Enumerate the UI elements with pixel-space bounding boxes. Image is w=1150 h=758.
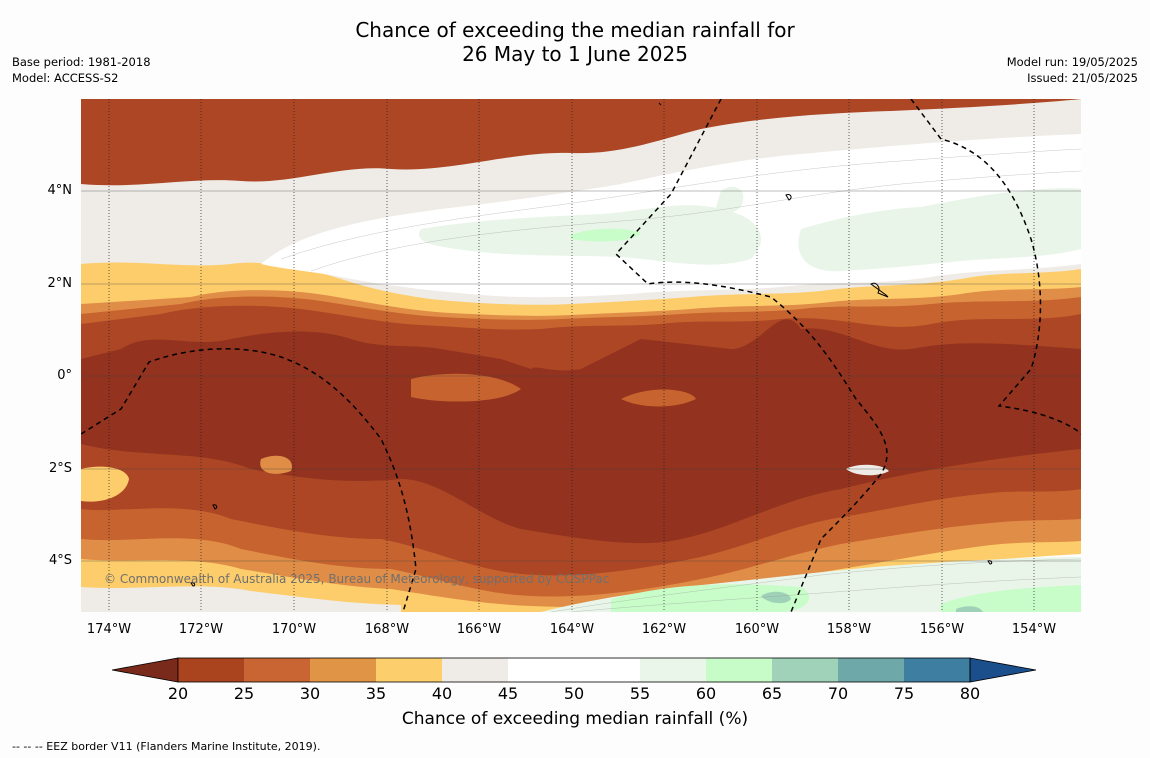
region-55-60-east bbox=[798, 188, 1081, 272]
title-line-1: Chance of exceeding the median rainfall … bbox=[355, 18, 795, 42]
lon-tick: 158°W bbox=[826, 622, 872, 637]
colorbar-segment bbox=[838, 658, 904, 682]
colorbar-tick: 75 bbox=[893, 684, 915, 703]
colorbar-segment bbox=[640, 658, 706, 682]
colorbar-tick: 20 bbox=[167, 684, 189, 703]
lat-tick: 2°S bbox=[48, 461, 72, 476]
region-65-70-se bbox=[956, 606, 983, 612]
lat-tick: 4°N bbox=[47, 183, 73, 198]
lon-tick: 166°W bbox=[456, 622, 502, 637]
colorbar-tick: 60 bbox=[695, 684, 717, 703]
colorbar bbox=[112, 657, 1037, 683]
base-period: Base period: 1981-2018 bbox=[12, 55, 151, 69]
contour-lines bbox=[280, 148, 1081, 612]
patch-30-35-b bbox=[621, 389, 696, 407]
colorbar-frame bbox=[177, 657, 971, 683]
colorbar-extend-high bbox=[969, 657, 1037, 683]
lon-tick: 160°W bbox=[734, 622, 780, 637]
region-65-70 bbox=[761, 591, 791, 604]
colorbar-tick: 35 bbox=[365, 684, 387, 703]
region-60-65-se bbox=[941, 585, 1081, 612]
colorbar-extend-low bbox=[112, 657, 179, 683]
lat-tick: 0° bbox=[57, 368, 72, 383]
patch-30-35-a bbox=[411, 373, 521, 402]
colorbar-tick: 70 bbox=[827, 684, 849, 703]
lon-tick: 162°W bbox=[641, 622, 687, 637]
colorbar-tick: 25 bbox=[233, 684, 255, 703]
rainfall-probability-map bbox=[81, 99, 1081, 612]
colorbar-tick: 30 bbox=[299, 684, 321, 703]
islands bbox=[190, 102, 993, 587]
lon-tick: 172°W bbox=[178, 622, 224, 637]
colorbar-segment bbox=[574, 658, 640, 682]
colorbar-segment bbox=[310, 658, 376, 682]
model-name: Model: ACCESS-S2 bbox=[12, 71, 119, 85]
patch-40-45-a bbox=[81, 466, 129, 502]
lon-tick: 154°W bbox=[1011, 622, 1057, 637]
model-run-date: Model run: 19/05/2025 bbox=[1006, 55, 1138, 69]
colorbar-segment bbox=[706, 658, 772, 682]
colorbar-segment bbox=[244, 658, 310, 682]
colorbar-segment bbox=[508, 658, 574, 682]
colorbar-label: Chance of exceeding median rainfall (%) bbox=[401, 709, 749, 729]
title-line-2: 26 May to 1 June 2025 bbox=[462, 42, 688, 66]
colorbar-segment bbox=[376, 658, 442, 682]
lat-tick: 4°S bbox=[48, 553, 72, 568]
region-60-65-south bbox=[611, 584, 810, 612]
eez-legend-note: -- -- -- EEZ border V11 (Flanders Marine… bbox=[12, 740, 321, 753]
patch-45-50-a bbox=[846, 464, 889, 476]
colorbar-segment bbox=[772, 658, 838, 682]
colorbar-tick: 65 bbox=[761, 684, 783, 703]
colorbar-segment bbox=[442, 658, 508, 682]
issued-date: Issued: 21/05/2025 bbox=[1027, 71, 1138, 85]
region-45-50-south bbox=[81, 586, 401, 612]
model-info-right: Model run: 19/05/2025 Issued: 21/05/2025 bbox=[1007, 54, 1138, 86]
lon-tick: 168°W bbox=[364, 622, 410, 637]
graticule bbox=[81, 190, 1081, 562]
lon-tick: 174°W bbox=[86, 622, 132, 637]
region-55-60-ne bbox=[716, 186, 744, 213]
lat-tick: 2°N bbox=[47, 276, 73, 291]
patch-35-40-a bbox=[260, 455, 292, 474]
model-info-left: Base period: 1981-2018 Model: ACCESS-S2 bbox=[12, 54, 151, 86]
colorbar-tick: 50 bbox=[563, 684, 585, 703]
eez-borders bbox=[81, 99, 1081, 612]
colorbar-tick: 45 bbox=[497, 684, 519, 703]
colorbar-segment bbox=[904, 658, 970, 682]
colorbar-segment bbox=[178, 658, 244, 682]
lon-tick: 164°W bbox=[549, 622, 595, 637]
lon-tick: 156°W bbox=[919, 622, 965, 637]
colorbar-tick: 40 bbox=[431, 684, 453, 703]
colorbar-tick: 80 bbox=[959, 684, 981, 703]
colorbar-tick: 55 bbox=[629, 684, 651, 703]
region-60-65 bbox=[571, 228, 641, 242]
copyright-notice: © Commonwealth of Australia 2025, Bureau… bbox=[104, 572, 610, 586]
lon-tick: 170°W bbox=[271, 622, 317, 637]
map-title: Chance of exceeding the median rainfall … bbox=[0, 18, 1150, 66]
